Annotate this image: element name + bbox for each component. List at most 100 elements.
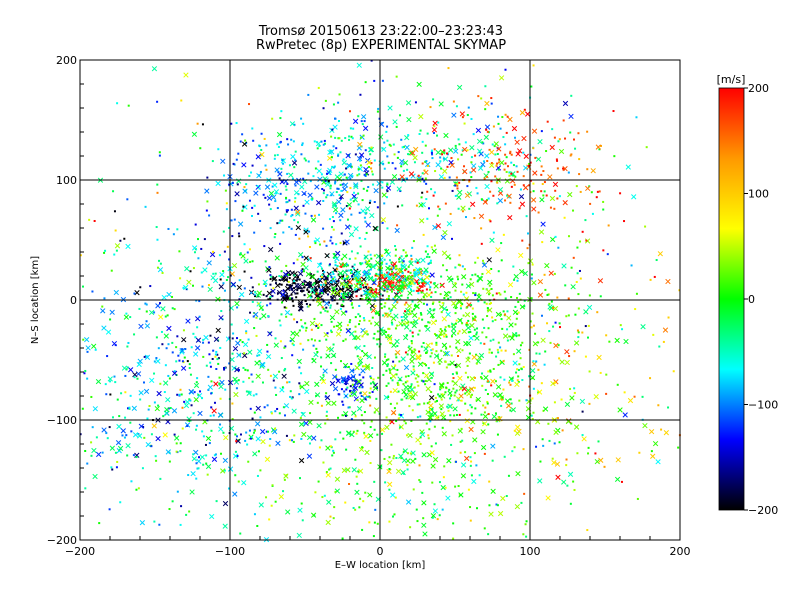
data-point-cross	[484, 183, 490, 190]
data-point-dot	[419, 312, 422, 315]
data-point-dot	[284, 185, 287, 188]
data-point-dot	[421, 162, 424, 165]
data-point-dot	[258, 354, 261, 357]
data-point-dot	[317, 480, 320, 483]
data-point-dot	[201, 285, 204, 288]
data-point-dot	[425, 288, 428, 291]
data-point-cross	[364, 206, 371, 212]
data-point-cross	[376, 180, 382, 187]
data-point-dot	[403, 303, 406, 306]
data-point-dot	[256, 524, 259, 527]
data-point-dot	[393, 153, 396, 156]
data-point-dot	[374, 305, 377, 308]
data-point-cross	[403, 364, 410, 371]
data-point-cross	[514, 503, 521, 510]
data-point-dot	[496, 153, 499, 156]
data-point-cross	[396, 274, 402, 280]
data-point-dot	[405, 301, 408, 304]
data-point-dot	[281, 301, 284, 304]
data-point-dot	[161, 271, 164, 274]
data-point-dot	[443, 151, 446, 154]
data-point-dot	[159, 262, 162, 265]
data-point-dot	[302, 326, 305, 329]
data-point-cross	[272, 429, 278, 435]
data-point-dot	[301, 144, 304, 147]
data-point-dot	[598, 148, 601, 151]
data-point-dot	[373, 79, 376, 82]
data-point-dot	[470, 406, 473, 409]
data-point-dot	[354, 257, 357, 260]
data-point-cross	[298, 421, 305, 427]
data-point-cross	[199, 454, 205, 460]
data-point-cross	[171, 408, 178, 414]
data-point-cross	[218, 315, 224, 321]
data-point-cross	[117, 445, 124, 452]
data-point-cross	[366, 159, 372, 166]
data-point-cross	[596, 354, 602, 361]
data-point-dot	[425, 182, 428, 185]
data-point-cross	[432, 224, 438, 231]
data-point-cross	[355, 345, 361, 351]
data-point-cross	[327, 167, 333, 173]
data-point-dot	[445, 295, 448, 298]
data-point-dot	[293, 123, 296, 126]
data-point-dot	[420, 379, 423, 382]
data-point-dot	[454, 183, 457, 186]
data-point-dot	[318, 279, 321, 282]
data-point-dot	[358, 281, 361, 284]
data-point-dot	[561, 429, 564, 432]
data-point-cross	[346, 202, 352, 208]
data-point-dot	[413, 386, 416, 389]
data-point-dot	[499, 346, 502, 349]
data-point-dot	[421, 177, 424, 180]
data-point-dot	[358, 304, 361, 307]
data-point-cross	[407, 346, 413, 352]
data-point-cross	[478, 151, 484, 157]
data-point-dot	[483, 177, 486, 180]
data-point-dot	[372, 337, 375, 340]
data-point-dot	[395, 356, 398, 359]
data-point-dot	[358, 323, 361, 326]
data-point-dot	[483, 301, 486, 304]
data-point-dot	[253, 429, 256, 432]
data-point-dot	[543, 273, 546, 276]
data-point-dot	[315, 324, 318, 327]
data-point-dot	[400, 398, 403, 401]
data-point-cross	[542, 406, 549, 412]
data-point-dot	[487, 293, 490, 296]
data-point-dot	[250, 291, 253, 294]
data-point-dot	[258, 145, 261, 148]
data-point-cross	[381, 192, 387, 198]
data-point-dot	[470, 161, 473, 164]
data-point-dot	[125, 434, 128, 437]
data-point-dot	[556, 197, 559, 200]
data-point-dot	[387, 382, 390, 385]
data-point-cross	[468, 426, 474, 433]
data-point-dot	[532, 182, 535, 185]
data-point-dot	[164, 315, 167, 318]
data-point-dot	[307, 291, 310, 294]
y-tick-label: −200	[47, 534, 77, 547]
data-point-dot	[357, 470, 360, 473]
data-point-dot	[404, 310, 407, 313]
data-point-dot	[575, 280, 578, 283]
data-point-cross	[435, 223, 442, 229]
data-point-dot	[499, 127, 502, 130]
data-point-cross	[325, 445, 331, 451]
data-point-dot	[393, 296, 396, 299]
data-point-dot	[424, 250, 427, 253]
data-point-dot	[596, 190, 599, 193]
x-axis-label: E–W location [km]	[335, 560, 426, 571]
data-point-cross	[160, 306, 166, 312]
data-point-dot	[470, 304, 473, 307]
data-point-dot	[334, 269, 337, 272]
data-point-cross	[640, 324, 646, 330]
data-point-dot	[388, 272, 391, 275]
data-point-dot	[255, 334, 258, 337]
data-point-dot	[326, 332, 329, 335]
data-point-dot	[339, 290, 342, 293]
data-point-dot	[497, 122, 500, 125]
data-point-dot	[427, 437, 430, 440]
data-point-dot	[436, 214, 439, 217]
data-point-dot	[434, 291, 437, 294]
